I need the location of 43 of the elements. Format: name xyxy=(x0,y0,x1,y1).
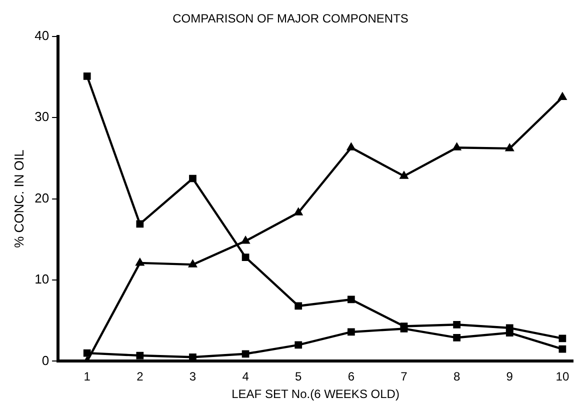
point xyxy=(294,341,302,349)
point xyxy=(558,345,566,353)
y-tick-label: 30 xyxy=(34,109,50,124)
y-tick-label: 20 xyxy=(34,190,50,206)
x-tick-label: 6 xyxy=(348,370,355,384)
point xyxy=(189,174,196,182)
point xyxy=(453,320,460,328)
chart-title: COMPARISON OF MAJOR COMPONENTS xyxy=(172,12,408,26)
point xyxy=(294,302,302,310)
point xyxy=(346,142,356,150)
point xyxy=(348,328,355,336)
y-tick-label: 0 xyxy=(42,352,50,368)
x-tick-label: 8 xyxy=(453,370,460,384)
point xyxy=(558,92,567,100)
x-tick-label: 3 xyxy=(189,370,196,384)
x-axis-title: LEAF SET No.(6 WEEKS OLD) xyxy=(232,387,400,402)
point xyxy=(242,254,250,261)
x-tick-label: 4 xyxy=(242,370,250,384)
point xyxy=(188,260,198,268)
point xyxy=(453,334,460,342)
point xyxy=(136,258,144,266)
y-tick-label: 40 xyxy=(34,28,50,43)
y-tick-label: 10 xyxy=(34,272,50,287)
point xyxy=(242,350,250,358)
point xyxy=(294,208,303,216)
y-axis-title: % CONC. IN OIL xyxy=(11,150,26,248)
point xyxy=(506,324,514,332)
x-tick-label: 5 xyxy=(295,370,302,384)
x-tick-label: 9 xyxy=(506,370,514,384)
point xyxy=(136,352,144,360)
point xyxy=(83,349,91,357)
point xyxy=(452,142,462,150)
x-tick-label: 7 xyxy=(400,370,408,384)
point xyxy=(136,220,144,228)
point xyxy=(348,296,355,304)
point xyxy=(505,143,514,152)
x-tick-label: 1 xyxy=(84,370,91,384)
point xyxy=(83,72,91,80)
x-tick-label: 10 xyxy=(556,370,570,384)
point xyxy=(400,171,408,179)
point xyxy=(241,236,250,244)
point xyxy=(558,334,566,342)
x-tick-label: 2 xyxy=(136,370,144,384)
